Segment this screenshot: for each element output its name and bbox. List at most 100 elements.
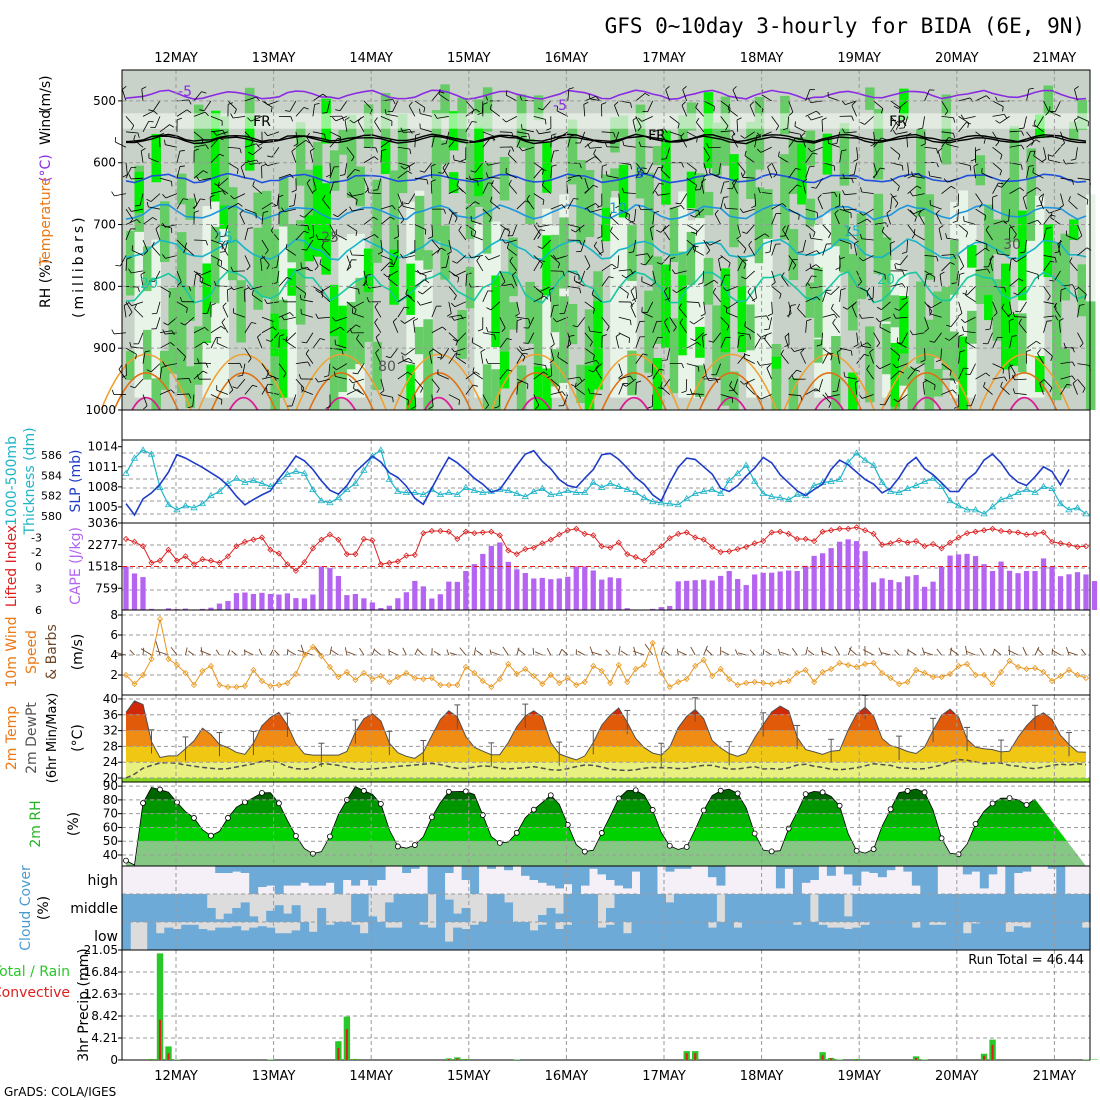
- wind-barb-flag: [618, 374, 623, 379]
- cloud-high-bar: [266, 866, 276, 886]
- wind-barb-flag: [1001, 303, 1005, 309]
- wind-barb-flag: [298, 374, 302, 380]
- wind-barb: [397, 371, 408, 380]
- wind-barb: [176, 393, 189, 395]
- cape-bar: [964, 553, 970, 610]
- wind-barb-flag: [1045, 209, 1050, 214]
- cloud-middle-bar: [665, 902, 675, 922]
- wind-barb: [660, 224, 670, 233]
- wind-barb-flag: [1004, 114, 1008, 119]
- wind-barb-flag: [1013, 292, 1019, 296]
- rh-moist-region: [244, 90, 255, 171]
- cloud-low-bar: [954, 922, 964, 950]
- wind-barb-flag: [1021, 130, 1024, 136]
- wind-barb: [745, 385, 755, 395]
- cape-bar: [463, 571, 469, 610]
- wind-speed-point: [607, 679, 614, 687]
- wind-barb-flag: [506, 243, 510, 249]
- temp-line: [125, 700, 1087, 761]
- wind-barb: [397, 162, 410, 167]
- day-label-top: 13MAY: [252, 51, 296, 66]
- wind-barb-flag: [866, 364, 870, 370]
- wind-barb-10m: [664, 650, 670, 656]
- wind-barb-flag: [592, 355, 595, 361]
- wind-barb-flag: [675, 202, 681, 205]
- wind-barb: [924, 317, 929, 329]
- rh-moist-region: [686, 231, 697, 286]
- cloud-high-bar: [410, 866, 420, 869]
- wind-barb: [720, 337, 726, 349]
- wind-barb-flag: [937, 147, 943, 152]
- wind-barb-flag: [611, 263, 617, 268]
- wind-barb: [593, 153, 603, 163]
- cloud-high-bar: [707, 866, 717, 878]
- wind-barb-flag: [959, 350, 965, 353]
- cloud-row-label: middle: [70, 901, 118, 917]
- wind-barb-flag: [570, 229, 576, 233]
- cape-bar: [233, 593, 240, 610]
- wind-speed-point: [284, 679, 291, 687]
- wind-barb: [336, 234, 348, 241]
- cape-bar: [718, 575, 724, 610]
- wind-barb: [1077, 247, 1087, 256]
- rh-point: [955, 851, 962, 858]
- rh-moist-region: [720, 268, 731, 353]
- wind-barb-flag: [1038, 194, 1043, 199]
- cloud-middle-bar: [1005, 894, 1015, 922]
- wind-barb: [130, 177, 144, 180]
- wind-barb-flag: [1002, 106, 1004, 112]
- thickness-point: [895, 488, 903, 496]
- wind-barb: [422, 286, 433, 295]
- wind-barb-flag: [613, 132, 616, 138]
- wind-barb: [114, 332, 127, 335]
- wind-barb-flag: [597, 236, 603, 239]
- wind-barb: [1043, 315, 1056, 318]
- cloud-low-bar: [164, 927, 174, 950]
- rh-moist-region: [882, 323, 892, 375]
- wind-barb-flag: [470, 170, 476, 173]
- wind-barb-flag: [264, 299, 268, 304]
- rh-moist-region: [805, 130, 816, 166]
- wind-barb-flag: [867, 342, 872, 347]
- wind-barb-flag: [671, 269, 676, 274]
- cloud-middle-bar: [215, 919, 225, 922]
- wind-barb: [392, 100, 399, 112]
- wind-barb: [490, 201, 501, 210]
- rh-moist-region: [1009, 313, 1020, 366]
- slp-tick-label: 1008: [87, 480, 118, 494]
- rh-moist-region: [499, 272, 510, 352]
- wind-barb-flag: [286, 277, 292, 280]
- wind-barb: [652, 368, 660, 380]
- wind-speed-point: [972, 671, 979, 679]
- wind-barb-flag: [285, 336, 288, 342]
- thickness-point: [683, 494, 691, 502]
- thickness-point: [445, 488, 453, 496]
- wind-barb-flag: [247, 117, 252, 122]
- rh-point: [972, 821, 979, 827]
- wind-barb: [1043, 100, 1050, 112]
- wind-barb-flag: [570, 134, 576, 137]
- wind-barb-flag: [450, 347, 455, 353]
- wind-barb: [788, 168, 796, 179]
- cloud-middle-bar: [1047, 894, 1057, 922]
- wind-barb-flag: [353, 383, 355, 389]
- wind-barb: [142, 394, 148, 406]
- li-point: [326, 531, 333, 538]
- wind-barb: [680, 136, 688, 148]
- thickness-point: [266, 482, 275, 489]
- rh-moist-region: [193, 326, 204, 385]
- thickness-point: [215, 487, 224, 495]
- wind-barb: [216, 342, 229, 349]
- rh2m-unit-label: (%): [66, 812, 82, 836]
- rh-moist-region: [1086, 301, 1096, 386]
- chart-footer: GrADS: COLA/IGES: [4, 1085, 116, 1099]
- wind-barb: [131, 346, 144, 349]
- cloud-high-bar: [589, 866, 599, 869]
- wind-barb: [291, 151, 297, 163]
- wind-barb-flag: [766, 364, 771, 369]
- rh-moist-region: [312, 141, 323, 187]
- wind-barb: [227, 378, 234, 391]
- wind-barb: [743, 208, 755, 213]
- wind-barb: [981, 172, 993, 179]
- rh-dry-region: [559, 194, 569, 398]
